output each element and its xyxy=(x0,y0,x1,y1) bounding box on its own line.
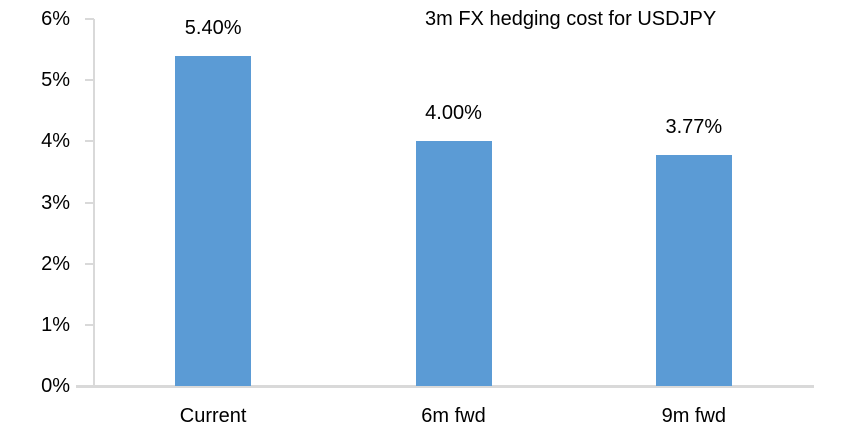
y-axis-tick xyxy=(85,201,94,204)
y-axis-tick xyxy=(85,385,94,387)
category-label-9m-fwd: 9m fwd xyxy=(661,405,727,427)
y-axis-tick-label: 1% xyxy=(41,313,70,336)
data-label-current: 5.40% xyxy=(184,16,242,39)
y-axis-tick xyxy=(85,79,94,82)
y-axis-line xyxy=(93,19,95,387)
y-axis-tick xyxy=(85,323,94,326)
y-axis-tick-label: 0% xyxy=(41,375,70,397)
bar-9m-fwd xyxy=(655,155,732,386)
category-label-current: Current xyxy=(179,405,247,427)
y-axis-tick-label: 3% xyxy=(41,191,70,214)
category-label-6m-fwd: 6m fwd xyxy=(421,405,486,427)
y-axis-tick xyxy=(85,18,94,20)
y-axis-tick-label: 4% xyxy=(41,130,70,153)
data-label-6m-fwd: 4.00% xyxy=(425,102,482,125)
y-axis-tick-label: 5% xyxy=(41,69,70,92)
x-axis-line xyxy=(76,385,814,388)
bar-6m-fwd xyxy=(415,141,492,386)
bar-current xyxy=(175,55,252,386)
chart-title: 3m FX hedging cost for USDJPY xyxy=(425,8,717,30)
y-axis-tick xyxy=(85,140,94,143)
data-label-9m-fwd: 3.77% xyxy=(665,116,723,139)
y-axis-tick xyxy=(85,262,94,265)
y-axis-tick-label: 2% xyxy=(41,252,70,275)
y-axis-tick-label: 6% xyxy=(41,8,70,30)
